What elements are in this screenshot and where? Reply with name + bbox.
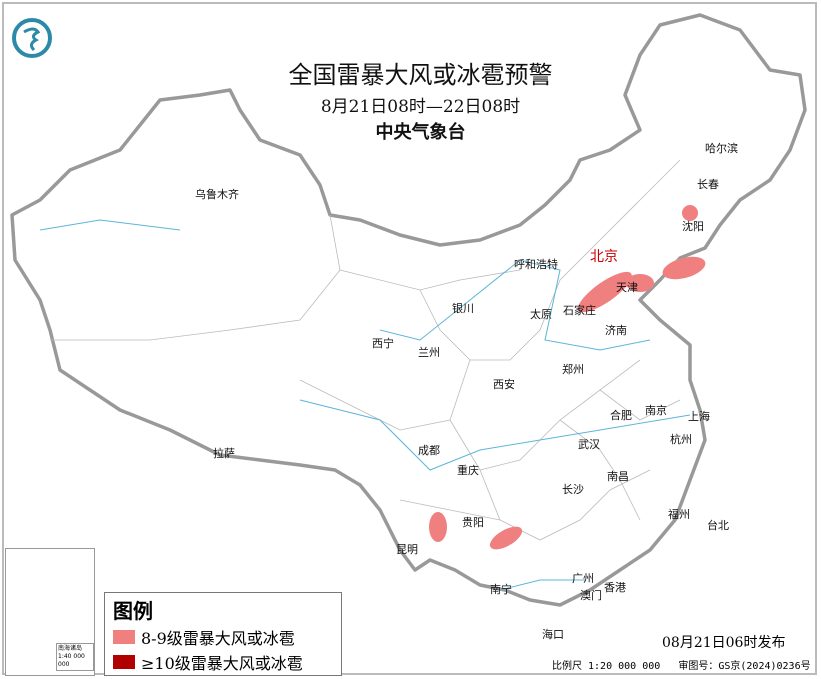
cma-logo-icon	[12, 18, 52, 58]
city-label: 武汉	[578, 438, 600, 451]
city-label: 郑州	[562, 363, 584, 376]
city-label: 贵阳	[462, 516, 484, 529]
legend-item: 8-9级雷暴大风或冰雹	[113, 625, 295, 649]
legend-item: ≥10级雷暴大风或冰雹	[113, 650, 303, 674]
warning-area-guizhou-south	[489, 526, 523, 550]
city-label: 重庆	[457, 464, 479, 477]
city-label: 银川	[452, 302, 474, 315]
warning-area-jingjinji	[578, 271, 632, 313]
warning-area-jingjinji-east	[626, 274, 654, 292]
city-label: 沈阳	[682, 220, 704, 233]
city-label: 南昌	[607, 470, 629, 483]
south-china-sea-inset: 南海诸岛 1:40 000 000	[5, 548, 95, 676]
city-label: 上海	[688, 410, 710, 423]
city-label-capital: 北京	[590, 249, 618, 265]
city-label: 澳门	[580, 589, 602, 602]
legend-swatch	[113, 655, 135, 669]
city-label: 西安	[493, 378, 515, 391]
city-label: 南京	[645, 404, 667, 417]
national-border	[10, 13, 807, 607]
warning-areas	[429, 205, 706, 550]
city-label: 广州	[572, 572, 594, 585]
city-label: 乌鲁木齐	[195, 188, 239, 201]
city-label: 合肥	[610, 409, 632, 422]
legend-title: 图例	[113, 599, 153, 623]
footer: 比例尺 1:20 000 000 审图号：GS京(2024)0236号	[552, 661, 811, 672]
map-title: 全国雷暴大风或冰雹预警	[288, 61, 553, 89]
issue-time: 08月21日06时发布	[662, 635, 786, 651]
city-label: 杭州	[670, 433, 692, 446]
city-label: 昆明	[396, 543, 418, 556]
city-label: 哈尔滨	[705, 142, 738, 155]
city-label: 呼和浩特	[514, 258, 558, 271]
valid-period: 8月21日08时—22日08时	[320, 97, 521, 117]
city-label: 济南	[605, 324, 627, 337]
city-label: 太原	[530, 308, 552, 321]
city-label: 兰州	[418, 346, 440, 359]
city-label: 拉萨	[213, 447, 235, 460]
legend: 图例 8-9级雷暴大风或冰雹 ≥10级雷暴大风或冰雹	[104, 592, 342, 676]
city-label: 长沙	[562, 483, 584, 496]
city-label: 成都	[418, 444, 440, 457]
warning-area-guizhou-west	[429, 512, 447, 542]
city-label: 石家庄	[563, 304, 596, 317]
city-label: 福州	[668, 508, 690, 521]
city-label: 长春	[697, 178, 719, 191]
city-label: 西宁	[372, 337, 394, 350]
province-boundaries	[50, 159, 681, 541]
warning-area-liaoning-south	[662, 256, 706, 280]
city-label: 南宁	[490, 583, 512, 596]
rivers	[39, 219, 691, 591]
city-label: 香港	[604, 581, 626, 594]
inset-label: 南海诸岛 1:40 000 000	[56, 643, 94, 671]
legend-swatch	[113, 630, 135, 644]
warning-area-liaoning-north	[682, 205, 698, 221]
city-label: 台北	[707, 519, 729, 532]
city-label: 天津	[616, 281, 638, 294]
city-label: 海口	[542, 628, 564, 641]
issuing-organization: 中央气象台	[375, 122, 466, 143]
